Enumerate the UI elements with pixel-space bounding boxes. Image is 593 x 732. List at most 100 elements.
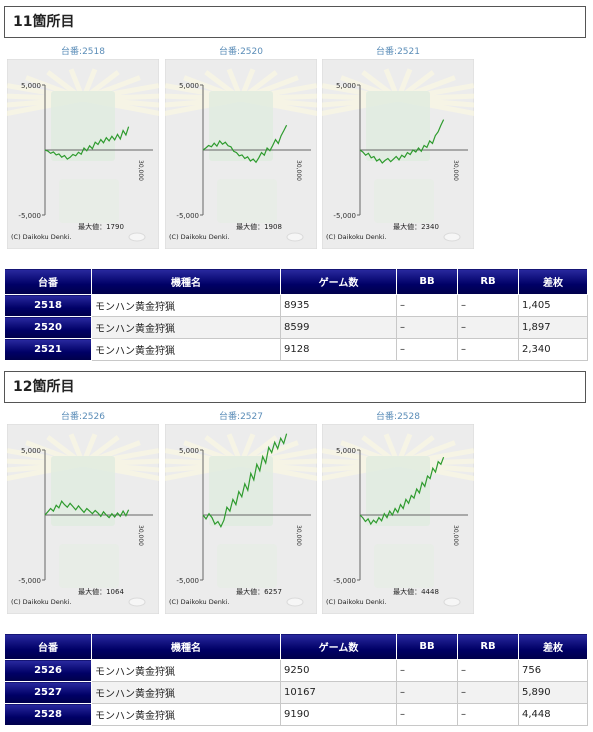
bb-count: –: [396, 681, 458, 704]
game-count: 9190: [280, 703, 397, 726]
y-tick-label: 5,000: [336, 82, 356, 90]
column-header: ゲーム数: [280, 268, 397, 295]
machine-name: モンハン黄金狩猟: [91, 681, 281, 704]
column-header: 台番: [4, 633, 92, 660]
graph-machine-label: 台番:2528: [376, 412, 420, 422]
graph-decoration: [165, 68, 317, 242]
max-value-label: 最大値：1790: [78, 222, 124, 231]
series-line: [44, 500, 130, 519]
game-count: 9128: [280, 338, 397, 361]
copyright-text: (C) Daikoku Denki.: [326, 598, 387, 606]
max-value-label: 最大値：6257: [236, 587, 282, 596]
graph-machine-label: 台番:2521: [376, 47, 420, 57]
machine-number-link[interactable]: 2528: [4, 703, 92, 726]
graph-decoration: [7, 433, 159, 607]
series-line: [359, 119, 445, 164]
machine-name: モンハン黄金狩猟: [91, 659, 281, 682]
y-tick-label: -5,000: [176, 212, 199, 220]
graph-card[interactable]: 台番:2526 5,000 -5,000 30,000 最大値：1064 (C) Dai…: [7, 411, 159, 614]
rb-count: –: [457, 659, 519, 682]
y-tick-label: -5,000: [18, 577, 41, 585]
machine-data-table: 台番 機種名 ゲーム数 BB RB 差枚 2526 モンハン黄金狩猟 9250 …: [4, 633, 588, 726]
machine-data-table: 台番 機種名 ゲーム数 BB RB 差枚 2518 モンハン黄金狩猟 8935 …: [4, 268, 588, 361]
y-tick-label: 5,000: [179, 447, 199, 455]
bb-count: –: [396, 659, 458, 682]
rb-count: –: [457, 681, 519, 704]
table-row: 2520 モンハン黄金狩猟 8599 – – 1,897: [4, 316, 588, 339]
x-tick-label: 30,000: [452, 525, 459, 546]
graph-decoration: [322, 68, 474, 242]
machine-number-link[interactable]: 2526: [4, 659, 92, 682]
slump-graph: 5,000 -5,000 30,000 最大値：2340 (C) Daikoku Den…: [322, 59, 474, 249]
coin-difference: 756: [518, 659, 588, 682]
y-tick-label: 5,000: [336, 447, 356, 455]
machine-name: モンハン黄金狩猟: [91, 316, 281, 339]
table-row: 2527 モンハン黄金狩猟 10167 – – 5,890: [4, 681, 588, 704]
bb-count: –: [396, 294, 458, 317]
table-row: 2521 モンハン黄金狩猟 9128 – – 2,340: [4, 338, 588, 361]
series-line: [44, 126, 130, 160]
graph-machine-label: 台番:2520: [219, 47, 263, 57]
max-value-label: 最大値：4448: [393, 587, 439, 596]
y-tick-label: -5,000: [333, 212, 356, 220]
column-header: RB: [457, 633, 519, 660]
column-header: RB: [457, 268, 519, 295]
coin-difference: 1,897: [518, 316, 588, 339]
table-row: 2526 モンハン黄金狩猟 9250 – – 756: [4, 659, 588, 682]
slump-graph: 5,000 -5,000 30,000 最大値：4448 (C) Daikoku Den…: [322, 424, 474, 614]
table-header-row: 台番 機種名 ゲーム数 BB RB 差枚: [4, 633, 588, 660]
slump-graph: 5,000 -5,000 30,000 最大値：1908 (C) Daikoku Den…: [165, 59, 317, 249]
x-tick-label: 30,000: [295, 160, 302, 181]
graph-decoration: [165, 433, 317, 607]
graph-card[interactable]: 台番:2521 5,000 -5,000 30,000 最大値：2340 (C) Dai…: [322, 46, 474, 249]
machine-number-link[interactable]: 2521: [4, 338, 92, 361]
graph-card[interactable]: 台番:2518 5,000 -5,000 30,000 最大値：1790 (C) Dai…: [7, 46, 159, 249]
copyright-text: (C) Daikoku Denki.: [326, 233, 387, 241]
bb-count: –: [396, 703, 458, 726]
series-line: [359, 456, 445, 526]
machine-number-link[interactable]: 2520: [4, 316, 92, 339]
section-title: 11箇所目: [4, 6, 586, 38]
max-value-label: 最大値：1908: [236, 222, 282, 231]
copyright-text: (C) Daikoku Denki.: [169, 598, 230, 606]
column-header: 機種名: [91, 268, 281, 295]
y-tick-label: 5,000: [21, 82, 41, 90]
x-tick-label: 30,000: [452, 160, 459, 181]
rb-count: –: [457, 316, 519, 339]
bb-count: –: [396, 338, 458, 361]
copyright-text: (C) Daikoku Denki.: [11, 233, 72, 241]
graph-machine-label: 台番:2526: [61, 412, 105, 422]
series-line: [202, 433, 288, 529]
game-count: 8935: [280, 294, 397, 317]
graph-card[interactable]: 台番:2527 5,000 -5,000 30,000 最大値：6257 (C) Dai…: [165, 411, 317, 614]
table-header-row: 台番 機種名 ゲーム数 BB RB 差枚: [4, 268, 588, 295]
machine-number-link[interactable]: 2527: [4, 681, 92, 704]
machine-name: モンハン黄金狩猟: [91, 703, 281, 726]
copyright-text: (C) Daikoku Denki.: [169, 233, 230, 241]
game-count: 9250: [280, 659, 397, 682]
column-header: 差枚: [518, 268, 588, 295]
y-tick-label: -5,000: [333, 577, 356, 585]
max-value-label: 最大値：1064: [78, 587, 124, 596]
x-tick-label: 30,000: [137, 525, 144, 546]
machine-name: モンハン黄金狩猟: [91, 294, 281, 317]
x-tick-label: 30,000: [137, 160, 144, 181]
coin-difference: 5,890: [518, 681, 588, 704]
slump-graph: 5,000 -5,000 30,000 最大値：1790 (C) Daikoku Den…: [7, 59, 159, 249]
column-header: 機種名: [91, 633, 281, 660]
rb-count: –: [457, 338, 519, 361]
graph-machine-label: 台番:2518: [61, 47, 105, 57]
series-line: [202, 124, 288, 164]
graph-card[interactable]: 台番:2520 5,000 -5,000 30,000 最大値：1908 (C) Dai…: [165, 46, 317, 249]
column-header: 差枚: [518, 633, 588, 660]
bb-count: –: [396, 316, 458, 339]
table-row: 2528 モンハン黄金狩猟 9190 – – 4,448: [4, 703, 588, 726]
y-tick-label: -5,000: [18, 212, 41, 220]
coin-difference: 2,340: [518, 338, 588, 361]
machine-number-link[interactable]: 2518: [4, 294, 92, 317]
x-tick-label: 30,000: [295, 525, 302, 546]
table-row: 2518 モンハン黄金狩猟 8935 – – 1,405: [4, 294, 588, 317]
y-tick-label: -5,000: [176, 577, 199, 585]
graph-card[interactable]: 台番:2528 5,000 -5,000 30,000 最大値：4448 (C) Dai…: [322, 411, 474, 614]
graph-machine-label: 台番:2527: [219, 412, 263, 422]
